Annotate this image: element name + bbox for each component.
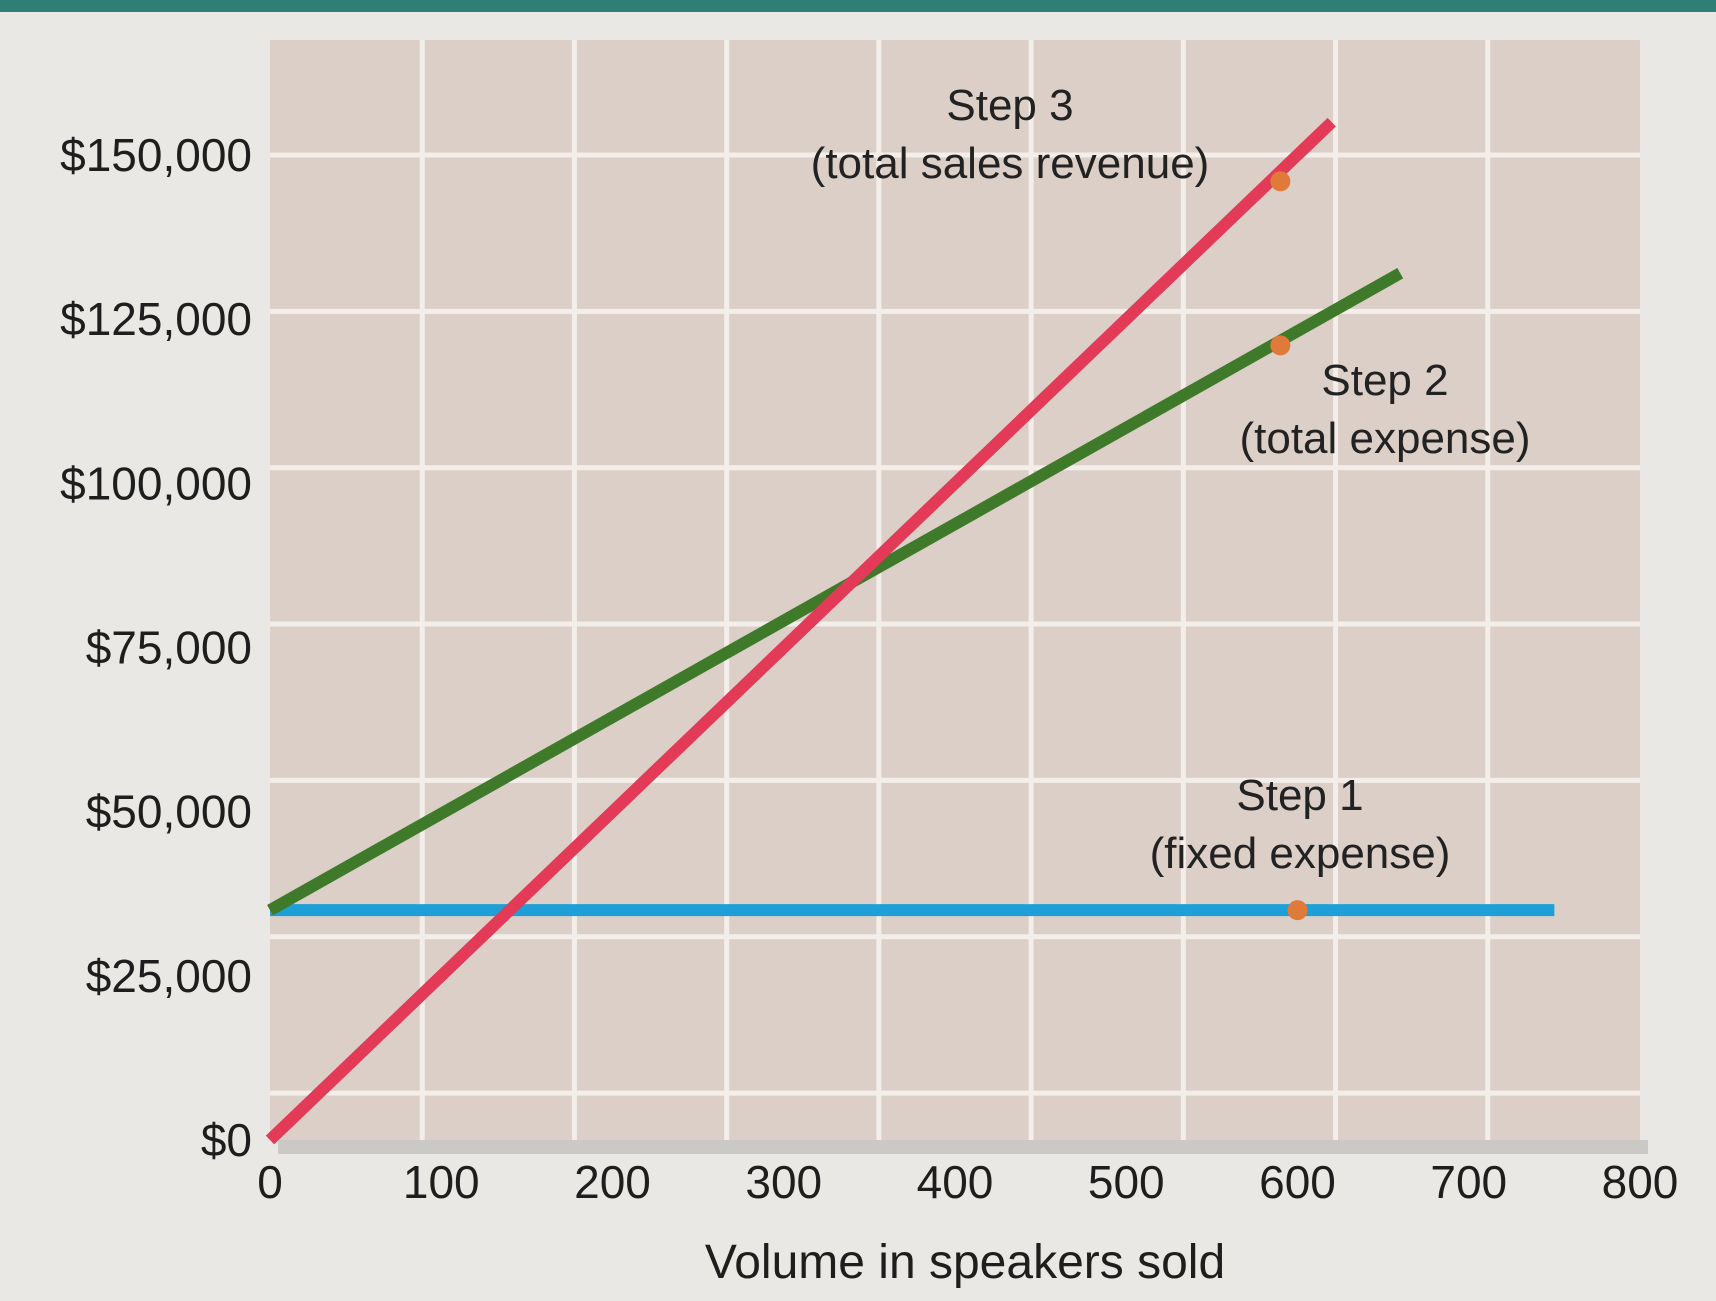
annotation-revenue-title: Step 3 xyxy=(946,81,1073,130)
series-layer xyxy=(265,117,1555,1145)
y-tick-label: $100,000 xyxy=(60,457,252,509)
plot-area xyxy=(270,40,1648,1154)
x-tick-label: 0 xyxy=(257,1156,283,1208)
marker-fixed xyxy=(1287,900,1308,921)
x-tick-label: 700 xyxy=(1430,1156,1507,1208)
y-axis-ticks: $0 $25,000 $50,000 $75,000 $100,000 $125,000 $… xyxy=(60,129,252,1166)
annotations: Step 1 (fixed expense) Step 2 (total expens… xyxy=(811,81,1531,878)
annotation-revenue-subtitle: (total sales revenue) xyxy=(811,139,1210,188)
annotation-fixed-subtitle: (fixed expense) xyxy=(1150,829,1451,878)
x-tick-label: 400 xyxy=(917,1156,994,1208)
series-line-revenue xyxy=(265,117,1336,1145)
x-tick-label: 800 xyxy=(1602,1156,1679,1208)
annotation-total_expense-title: Step 2 xyxy=(1321,356,1448,405)
y-tick-label: $50,000 xyxy=(86,786,252,838)
x-tick-label: 600 xyxy=(1259,1156,1336,1208)
marker-revenue xyxy=(1270,171,1291,192)
x-axis-ticks: 0 100 200 300 400 500 600 700 800 xyxy=(257,1156,1678,1208)
annotation-total_expense-subtitle: (total expense) xyxy=(1239,414,1530,463)
x-tick-label: 300 xyxy=(745,1156,822,1208)
y-tick-label: $25,000 xyxy=(86,950,252,1002)
plot-shadow xyxy=(278,1140,1648,1154)
x-axis-label: Volume in speakers sold xyxy=(705,1236,1225,1289)
y-tick-label: $75,000 xyxy=(86,622,252,674)
y-tick-label: $125,000 xyxy=(60,293,252,345)
marker-total_expense xyxy=(1270,335,1291,356)
x-tick-label: 500 xyxy=(1088,1156,1165,1208)
annotation-fixed-title: Step 1 xyxy=(1236,771,1363,820)
top-edge-band xyxy=(0,0,1716,12)
x-tick-label: 200 xyxy=(574,1156,651,1208)
plot-background xyxy=(270,40,1640,1140)
x-tick-label: 100 xyxy=(403,1156,480,1208)
y-tick-label: $0 xyxy=(201,1114,252,1166)
markers-layer xyxy=(1270,171,1308,921)
y-tick-label: $150,000 xyxy=(60,129,252,181)
